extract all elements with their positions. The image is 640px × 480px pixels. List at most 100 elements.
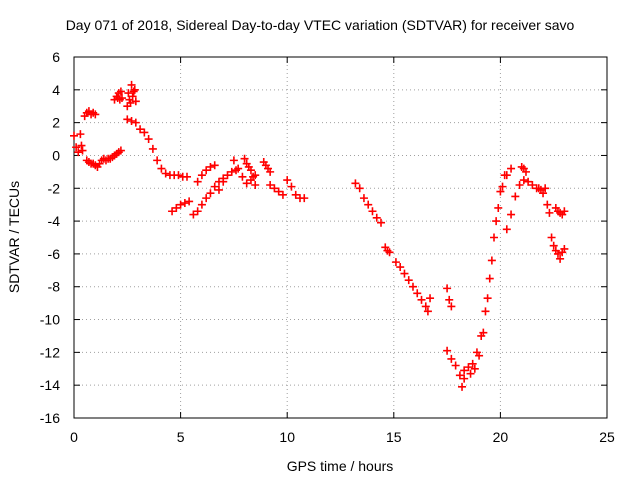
data-point bbox=[528, 180, 537, 189]
data-point bbox=[447, 302, 456, 311]
data-point bbox=[377, 218, 386, 227]
data-point bbox=[223, 171, 232, 180]
data-point bbox=[460, 366, 469, 375]
data-point bbox=[547, 233, 556, 242]
x-tick-label: 5 bbox=[177, 429, 185, 445]
data-point bbox=[490, 233, 499, 242]
data-point bbox=[140, 128, 149, 137]
data-point bbox=[278, 190, 287, 199]
x-tick-label: 10 bbox=[279, 429, 295, 445]
data-point bbox=[507, 210, 516, 219]
data-point bbox=[421, 302, 430, 311]
y-tick-label: -8 bbox=[48, 279, 61, 295]
y-tick-label: -12 bbox=[40, 344, 60, 360]
y-tick-label: -6 bbox=[48, 246, 61, 262]
data-point bbox=[451, 361, 460, 370]
data-point bbox=[455, 371, 464, 380]
data-point bbox=[492, 217, 501, 226]
data-point bbox=[157, 164, 166, 173]
data-point bbox=[539, 189, 548, 198]
data-point bbox=[515, 180, 524, 189]
data-point bbox=[185, 197, 194, 206]
data-point bbox=[206, 162, 215, 171]
data-point bbox=[153, 156, 162, 165]
x-tick-label: 25 bbox=[599, 429, 615, 445]
data-point bbox=[234, 164, 243, 173]
x-tick-label: 20 bbox=[493, 429, 509, 445]
data-point bbox=[74, 148, 83, 157]
x-tick-label: 15 bbox=[386, 429, 402, 445]
data-point bbox=[485, 274, 494, 283]
data-point bbox=[385, 248, 394, 257]
data-point bbox=[176, 200, 185, 209]
data-point bbox=[128, 92, 137, 101]
data-point bbox=[189, 210, 198, 219]
data-point bbox=[210, 161, 219, 170]
data-point bbox=[72, 143, 81, 152]
data-point bbox=[494, 203, 503, 212]
data-point bbox=[229, 156, 238, 165]
data-point bbox=[76, 130, 85, 139]
grid-lines bbox=[74, 57, 607, 418]
data-point bbox=[91, 110, 100, 119]
y-axis-label: SDTVAR / TECUs bbox=[6, 181, 22, 293]
data-point bbox=[70, 131, 78, 140]
data-point bbox=[466, 369, 475, 378]
data-point bbox=[483, 294, 492, 303]
data-point bbox=[300, 194, 309, 203]
data-point bbox=[274, 187, 283, 196]
y-tick-label: -2 bbox=[48, 180, 61, 196]
data-point bbox=[413, 289, 422, 298]
data-point bbox=[519, 176, 528, 185]
data-point bbox=[246, 166, 255, 175]
y-tick-label: 4 bbox=[52, 82, 60, 98]
data-point bbox=[251, 180, 260, 189]
data-point bbox=[210, 182, 219, 191]
data-point bbox=[242, 179, 251, 188]
y-tick-label: 2 bbox=[52, 115, 60, 131]
data-point bbox=[249, 172, 258, 181]
data-point bbox=[458, 382, 467, 391]
data-point bbox=[193, 207, 202, 216]
data-point bbox=[391, 258, 400, 267]
data-point bbox=[193, 177, 202, 186]
data-point bbox=[129, 87, 138, 96]
y-tick-label: -16 bbox=[40, 410, 60, 426]
data-point bbox=[124, 89, 133, 98]
data-point bbox=[487, 256, 496, 265]
chart-title: Day 071 of 2018, Sidereal Day-to-day VTE… bbox=[66, 17, 575, 33]
plot-frame bbox=[73, 56, 608, 419]
data-point bbox=[202, 166, 211, 175]
data-point bbox=[291, 190, 300, 199]
data-point bbox=[77, 141, 86, 150]
data-point bbox=[560, 207, 569, 216]
data-point bbox=[131, 97, 140, 106]
data-point bbox=[560, 244, 569, 253]
data-point bbox=[364, 200, 373, 209]
data-point bbox=[396, 263, 405, 272]
data-point bbox=[400, 269, 409, 278]
data-point bbox=[521, 167, 530, 176]
data-point bbox=[197, 200, 206, 209]
y-tick-label: 6 bbox=[52, 49, 60, 65]
x-tick-label: 0 bbox=[70, 429, 78, 445]
data-point bbox=[368, 207, 377, 216]
data-point bbox=[238, 172, 247, 181]
data-point bbox=[426, 294, 435, 303]
data-point bbox=[460, 374, 469, 383]
data-point bbox=[78, 146, 87, 155]
data-point bbox=[502, 225, 511, 234]
data-point bbox=[148, 144, 157, 153]
data-point bbox=[524, 177, 533, 186]
data-point bbox=[270, 184, 279, 193]
data-point bbox=[556, 254, 565, 263]
data-point bbox=[543, 200, 552, 209]
data-point bbox=[240, 154, 249, 163]
data-point bbox=[202, 194, 211, 203]
y-tick-label: 0 bbox=[52, 147, 60, 163]
data-point bbox=[123, 115, 132, 124]
data-point bbox=[126, 98, 135, 107]
data-point bbox=[372, 213, 381, 222]
data-point bbox=[355, 184, 364, 193]
